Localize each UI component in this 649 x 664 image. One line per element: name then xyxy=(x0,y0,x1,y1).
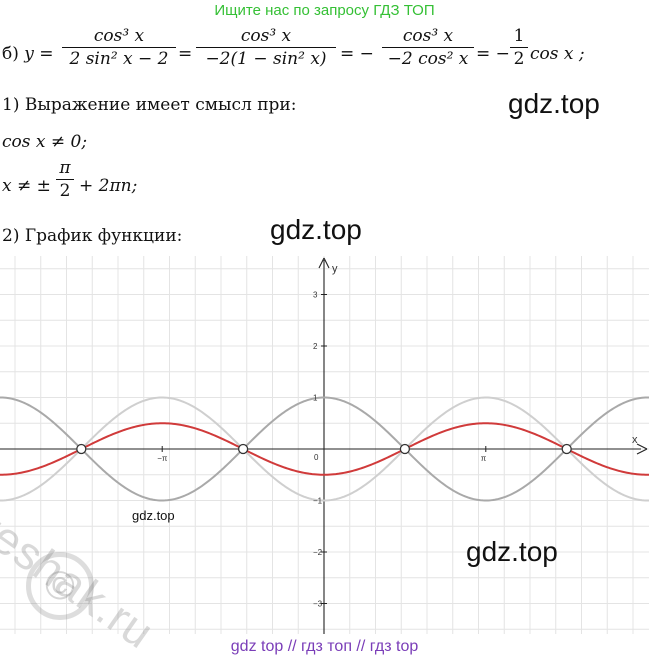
condition-x: x ≠ ± xyxy=(2,176,51,196)
y-tick-label: −1 xyxy=(313,497,323,506)
curve--0.5cos xyxy=(0,422,649,476)
x-tick-label: −π xyxy=(157,454,168,463)
fraction-2-denominator: −2(1 − sin² x) xyxy=(205,49,327,69)
x-axis-label: x xyxy=(632,434,638,446)
watermark-gdz-3: gdz.top xyxy=(132,508,175,523)
pi-fraction-bar xyxy=(56,179,74,180)
condition-heading: 1) Выражение имеет смысл при: xyxy=(2,95,297,115)
fraction-4-denominator: 2 xyxy=(513,49,525,69)
fraction-4-bar xyxy=(510,47,528,48)
equals-minus-3: = − xyxy=(340,44,374,64)
fraction-1-bar xyxy=(62,47,176,48)
function-graph: x y 0 −3 −2 −1 1 2 3 −π π xyxy=(0,256,649,634)
y-tick-label: −3 xyxy=(313,600,323,609)
open-points xyxy=(76,443,572,455)
condition-x-rhs: + 2πn; xyxy=(79,176,138,196)
excluded-point xyxy=(561,443,572,455)
axes xyxy=(0,257,648,634)
fraction-3-numerator: cos³ x xyxy=(402,26,454,46)
fraction-2: cos³ x −2(1 − sin² x) xyxy=(196,26,336,69)
top-banner: Ищите нас по запросу ГДЗ ТОП xyxy=(214,2,435,19)
y-tick-label: −2 xyxy=(313,548,323,557)
y-tick-label: 2 xyxy=(313,342,318,351)
copyright-icon: © xyxy=(26,552,94,620)
x-axis-arrow xyxy=(636,443,648,455)
y-axis-label: y xyxy=(332,263,338,275)
equals-sign: = xyxy=(39,44,54,64)
minus-sign-1: − xyxy=(359,44,374,64)
fraction-4-numerator: 1 xyxy=(513,26,525,46)
equals-sign-3: = xyxy=(340,44,355,64)
y-tick-label: 1 xyxy=(313,394,318,403)
excluded-point xyxy=(399,443,411,455)
fraction-1: cos³ x 2 sin² x − 2 xyxy=(62,26,176,69)
watermark-gdz-2: gdz.top xyxy=(270,214,362,245)
origin-label: 0 xyxy=(314,453,319,462)
equals-minus-4: = − xyxy=(476,44,510,64)
excluded-point xyxy=(76,443,87,455)
equals-sign-4: = xyxy=(476,44,491,64)
fraction-3-denominator: −2 cos² x xyxy=(387,49,469,69)
curve--cos xyxy=(0,396,649,502)
minus-sign-2: − xyxy=(495,44,510,64)
y-axis-arrow xyxy=(318,257,330,269)
fraction-1-numerator: cos³ x xyxy=(93,26,145,46)
watermark-gdz-1: gdz.top xyxy=(508,88,600,119)
fraction-2-bar xyxy=(196,47,336,48)
y-tick-label: 3 xyxy=(313,291,318,300)
condition-cos: cos x ≠ 0; xyxy=(2,132,88,152)
fraction-4: 1 2 xyxy=(510,26,528,69)
tick-labels: x y 0 −3 −2 −1 1 2 3 −π π xyxy=(157,263,638,609)
curve-cos xyxy=(0,396,649,502)
equals-sign-2: = xyxy=(178,44,193,64)
equation-label: б) xyxy=(2,44,25,64)
equation-y: y xyxy=(24,44,34,64)
fraction-1-denominator: 2 sin² x − 2 xyxy=(69,49,169,69)
bottom-banner: gdz top // гдз топ // гдз top xyxy=(230,638,419,655)
condition-x-lhs: x ≠ ± xyxy=(2,176,51,196)
pi-numerator: π xyxy=(59,158,71,178)
x-tick-label: π xyxy=(481,454,487,463)
pi-denominator: 2 xyxy=(59,181,71,201)
graph-heading: 2) График функции: xyxy=(2,226,183,246)
excluded-point xyxy=(237,443,249,455)
fraction-2-numerator: cos³ x xyxy=(240,26,292,46)
watermark-gdz-4: gdz.top xyxy=(466,536,558,567)
equation-prefix: б) y = xyxy=(2,44,54,64)
fraction-3: cos³ x −2 cos² x xyxy=(382,26,474,69)
fraction-3-bar xyxy=(382,47,474,48)
equation-tail: cos x ; xyxy=(530,44,585,64)
curves xyxy=(0,396,649,502)
pi-over-two: π 2 xyxy=(56,158,74,201)
